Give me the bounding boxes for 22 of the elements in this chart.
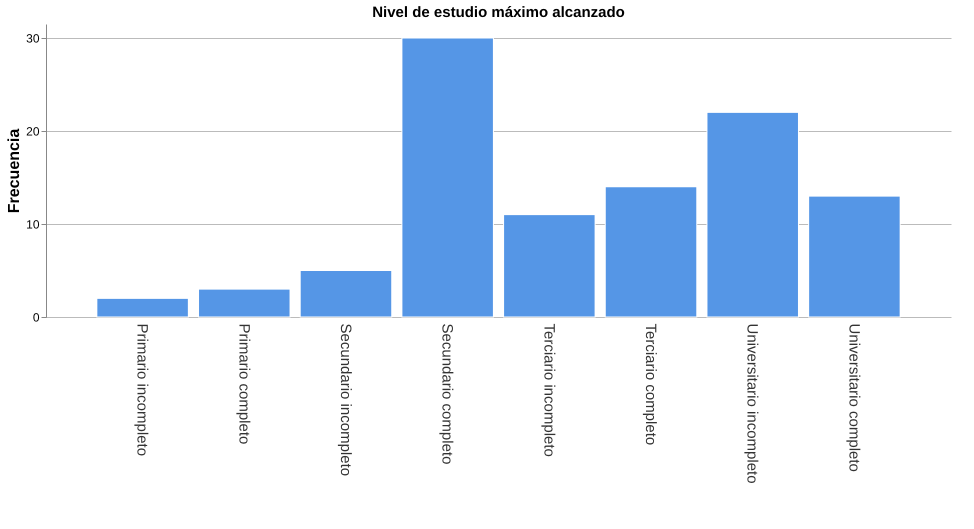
x-tick-label: Secundario incompleto [336,324,354,476]
x-tick-label: Terciario completo [642,324,660,446]
x-tick-label: Secundario completo [438,324,456,464]
y-tick-label: 0 [32,310,40,324]
bar [401,37,494,318]
bar [300,270,392,318]
x-tick-label: Terciario incompleto [540,324,558,457]
x-tick-label: Primario completo [235,324,252,444]
y-tick-label: 20 [26,124,40,138]
bar [198,288,291,318]
bar [604,186,698,318]
bar [503,214,596,318]
x-tick-label: Universitario incompleto [744,324,761,484]
chart-title: Nivel de estudio máximo alcanzado [372,4,625,21]
y-axis-title: Frecuencia [6,128,24,214]
x-tick-label: Primario incompleto [134,324,151,456]
y-tick-label: 30 [26,31,40,46]
x-tick-label: Universitario completo [845,324,862,472]
bar [706,112,799,318]
y-tick-label: 10 [26,217,40,232]
bar [808,196,901,318]
bar [96,298,189,318]
